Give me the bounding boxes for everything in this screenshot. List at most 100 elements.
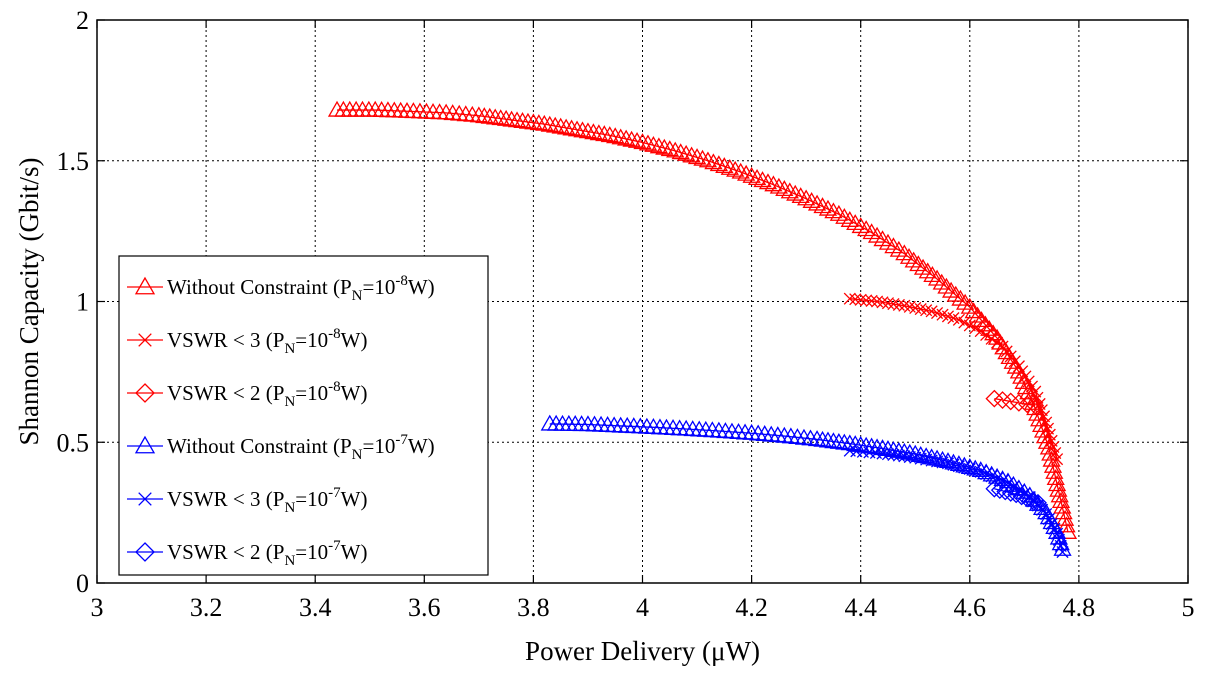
triangle-marker [595, 125, 614, 142]
x-marker-stroke [931, 306, 944, 320]
x-marker [854, 293, 867, 306]
triangle-marker [660, 140, 679, 157]
x-marker-stroke [1043, 428, 1056, 441]
x-marker-stroke [843, 292, 856, 305]
x-marker [887, 448, 900, 461]
triangle-marker [889, 441, 909, 458]
triangle-marker [884, 441, 903, 457]
triangle-marker [764, 175, 783, 192]
legend-label-part: =10 [363, 434, 396, 458]
diamond-marker [1029, 493, 1047, 512]
triangle-marker [946, 285, 965, 302]
triangle-marker [622, 130, 641, 147]
triangle-marker [677, 144, 696, 161]
x-marker-stroke [909, 301, 922, 315]
x-tick-label: 4.8 [1063, 593, 1096, 622]
x-marker-stroke [991, 336, 1004, 349]
triangle-marker [813, 197, 832, 214]
triangle-marker [977, 463, 996, 480]
triangle-marker [878, 440, 898, 457]
diamond-marker [1018, 395, 1036, 414]
legend-label-part: N [352, 288, 363, 304]
triangle-marker [807, 194, 827, 211]
x-marker-stroke [963, 319, 976, 332]
x-marker-stroke [941, 310, 955, 323]
legend-label-part: =10 [295, 381, 328, 405]
x-marker [892, 298, 905, 311]
x-marker-stroke [1051, 453, 1064, 466]
triangle-marker [1042, 450, 1061, 467]
legend-label-part: VSWR < 2 (P [167, 381, 284, 405]
x-marker [876, 296, 889, 309]
x-tick-label: 4 [636, 593, 649, 622]
triangle-marker [824, 432, 843, 449]
triangle-marker [475, 107, 494, 124]
x-marker-stroke [969, 464, 982, 477]
x-marker-stroke [947, 458, 960, 471]
triangle-marker [655, 138, 674, 155]
x-marker-stroke [936, 456, 949, 469]
x-marker-stroke [1037, 410, 1051, 423]
x-marker-stroke [1056, 545, 1069, 559]
triangle-marker [835, 207, 854, 224]
x-marker-stroke [865, 294, 878, 307]
triangle-marker [932, 273, 951, 290]
legend-entry: Without Constraint (PN=10-8W) [127, 273, 435, 304]
triangle-marker [1055, 509, 1075, 526]
x-marker [931, 455, 944, 468]
x-marker-stroke [1012, 360, 1025, 373]
triangle-marker [546, 116, 565, 133]
x-marker-stroke [856, 445, 869, 458]
diamond-marker [1001, 392, 1020, 411]
triangle-marker [644, 135, 663, 152]
x-marker-stroke [1052, 533, 1065, 546]
x-tick-label: 4.2 [735, 593, 768, 622]
triangle-marker [807, 430, 827, 447]
triangle-marker [491, 109, 510, 126]
x-marker-stroke [849, 293, 862, 306]
triangle-marker [742, 166, 761, 183]
legend-label-part: VSWR < 3 (P [167, 487, 284, 511]
legend-label-part: N [284, 500, 295, 516]
legend-label-part: =10 [295, 487, 328, 511]
triangle-marker [797, 189, 816, 206]
x-tick-label: 4.4 [844, 593, 877, 622]
x-marker-stroke [892, 298, 905, 311]
x-marker-stroke [1048, 522, 1061, 535]
legend-label: VSWR < 3 (PN=10-8W) [167, 326, 367, 357]
legend-label-part: =10 [295, 328, 328, 352]
diamond-marker [993, 391, 1012, 409]
x-marker-stroke [941, 457, 955, 470]
triangle-marker [769, 177, 788, 194]
triangle-marker [704, 153, 723, 170]
triangle-marker [813, 430, 832, 447]
triangle-marker [1050, 486, 1069, 503]
x-marker-stroke [914, 452, 927, 465]
plot-area [327, 100, 1078, 559]
triangle-marker [964, 302, 983, 319]
x-marker-stroke [860, 294, 873, 307]
triangle-marker [529, 114, 548, 131]
x-marker-stroke [1016, 365, 1029, 378]
diamond-marker [1009, 393, 1028, 412]
diamond-marker [996, 482, 1015, 501]
triangle-marker [1058, 523, 1078, 539]
x-marker-stroke [920, 304, 933, 317]
x-marker-stroke [869, 446, 883, 460]
triangle-marker [775, 180, 794, 197]
triangle-marker [469, 106, 488, 123]
legend-label-part: -7 [328, 538, 341, 554]
legend-label-part: N [284, 394, 295, 410]
triangle-marker [1032, 499, 1052, 516]
series-line [549, 423, 1064, 550]
triangle-marker [1047, 475, 1067, 492]
x-marker-stroke [974, 465, 987, 478]
legend-label-part: Without Constraint (P [167, 275, 352, 299]
triangle-marker [611, 128, 630, 145]
x-marker [920, 453, 933, 466]
x-tick-label: 3.2 [190, 593, 223, 622]
diamond-marker [135, 383, 155, 403]
triangle-marker [829, 204, 849, 221]
x-marker-stroke [1040, 416, 1053, 429]
